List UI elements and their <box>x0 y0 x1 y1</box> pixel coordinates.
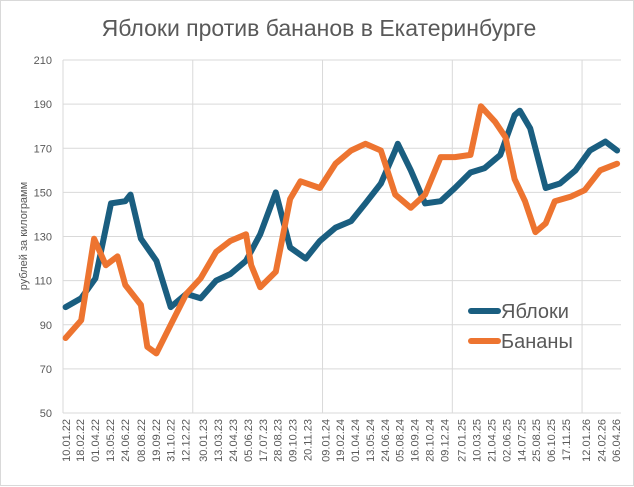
y-tick-label: 130 <box>34 232 52 244</box>
x-tick-label: 28.10.24 <box>425 419 437 462</box>
y-axis-title: рублей за килограмм <box>18 182 30 290</box>
x-tick-label: 24.02.26 <box>596 419 608 462</box>
x-tick-label: 19.09.22 <box>151 419 163 462</box>
y-tick-label: 190 <box>34 99 52 111</box>
x-tick-label: 08.08.22 <box>136 419 148 462</box>
x-tick-label: 24.04.23 <box>228 419 240 462</box>
x-tick-label: 25.08.25 <box>531 419 543 462</box>
x-tick-label: 06.04.26 <box>611 419 623 462</box>
legend-label: Яблоки <box>501 301 569 323</box>
x-tick-label: 09.01.24 <box>320 419 332 462</box>
series-line-apples <box>62 107 621 311</box>
x-tick-label: 14.07.25 <box>516 419 528 462</box>
x-tick-label: 30.01.23 <box>198 419 210 462</box>
y-tick-label: 150 <box>34 187 52 199</box>
x-tick-label: 31.10.22 <box>166 419 178 462</box>
y-axis-ticks: 50 70 90 110 130 150 170 190 210 <box>34 55 52 420</box>
gridlines <box>62 59 621 414</box>
x-tick-label: 01.04.24 <box>350 419 362 462</box>
x-tick-label: 21.04.25 <box>486 419 498 462</box>
y-tick-label: 170 <box>34 143 52 155</box>
x-tick-label: 13.05.22 <box>105 419 117 462</box>
y-tick-label: 90 <box>40 320 52 332</box>
x-tick-label: 10.03.25 <box>471 419 483 462</box>
series-line-bananas <box>62 103 621 357</box>
x-tick-label: 12.12.22 <box>181 419 193 462</box>
x-tick-label: 05.06.23 <box>243 419 255 462</box>
legend: Яблоки Бананы <box>468 301 573 353</box>
x-tick-label: 09.12.24 <box>439 419 451 462</box>
x-tick-label: 09.10.23 <box>288 419 300 462</box>
x-tick-label: 01.04.22 <box>90 419 102 462</box>
chart-title: Яблоки против бананов в Екатеринбурге <box>102 15 537 41</box>
series-lines <box>62 103 621 357</box>
x-tick-label: 12.01.26 <box>581 419 593 462</box>
x-tick-label: 13.03.23 <box>213 419 225 462</box>
legend-label: Бананы <box>501 331 573 353</box>
y-tick-label: 210 <box>34 55 52 67</box>
x-tick-label: 17.07.23 <box>258 419 270 462</box>
y-tick-label: 70 <box>40 364 52 376</box>
x-tick-label: 24.06.22 <box>120 419 132 462</box>
x-tick-label: 10.01.22 <box>61 419 73 462</box>
x-axis-ticks: 10.01.22 18.02.22 01.04.22 13.05.22 24.06.22… <box>61 419 623 462</box>
x-tick-label: 17.11.25 <box>561 419 573 461</box>
x-tick-label: 16.09.24 <box>410 419 422 462</box>
x-tick-label: 06.10.25 <box>546 419 558 462</box>
x-tick-label: 24.06.24 <box>380 419 392 462</box>
y-tick-label: 110 <box>34 276 52 288</box>
y-tick-label: 50 <box>40 408 52 420</box>
x-tick-label: 05.08.24 <box>395 419 407 462</box>
x-tick-label: 02.06.25 <box>501 419 513 462</box>
x-tick-label: 20.11.23 <box>303 419 315 461</box>
x-tick-label: 13.05.24 <box>365 419 377 462</box>
x-tick-label: 18.02.22 <box>75 419 87 462</box>
x-tick-label: 19.02.24 <box>335 419 347 462</box>
x-tick-label: 28.08.23 <box>273 419 285 462</box>
x-tick-label: 27.01.25 <box>457 419 469 462</box>
